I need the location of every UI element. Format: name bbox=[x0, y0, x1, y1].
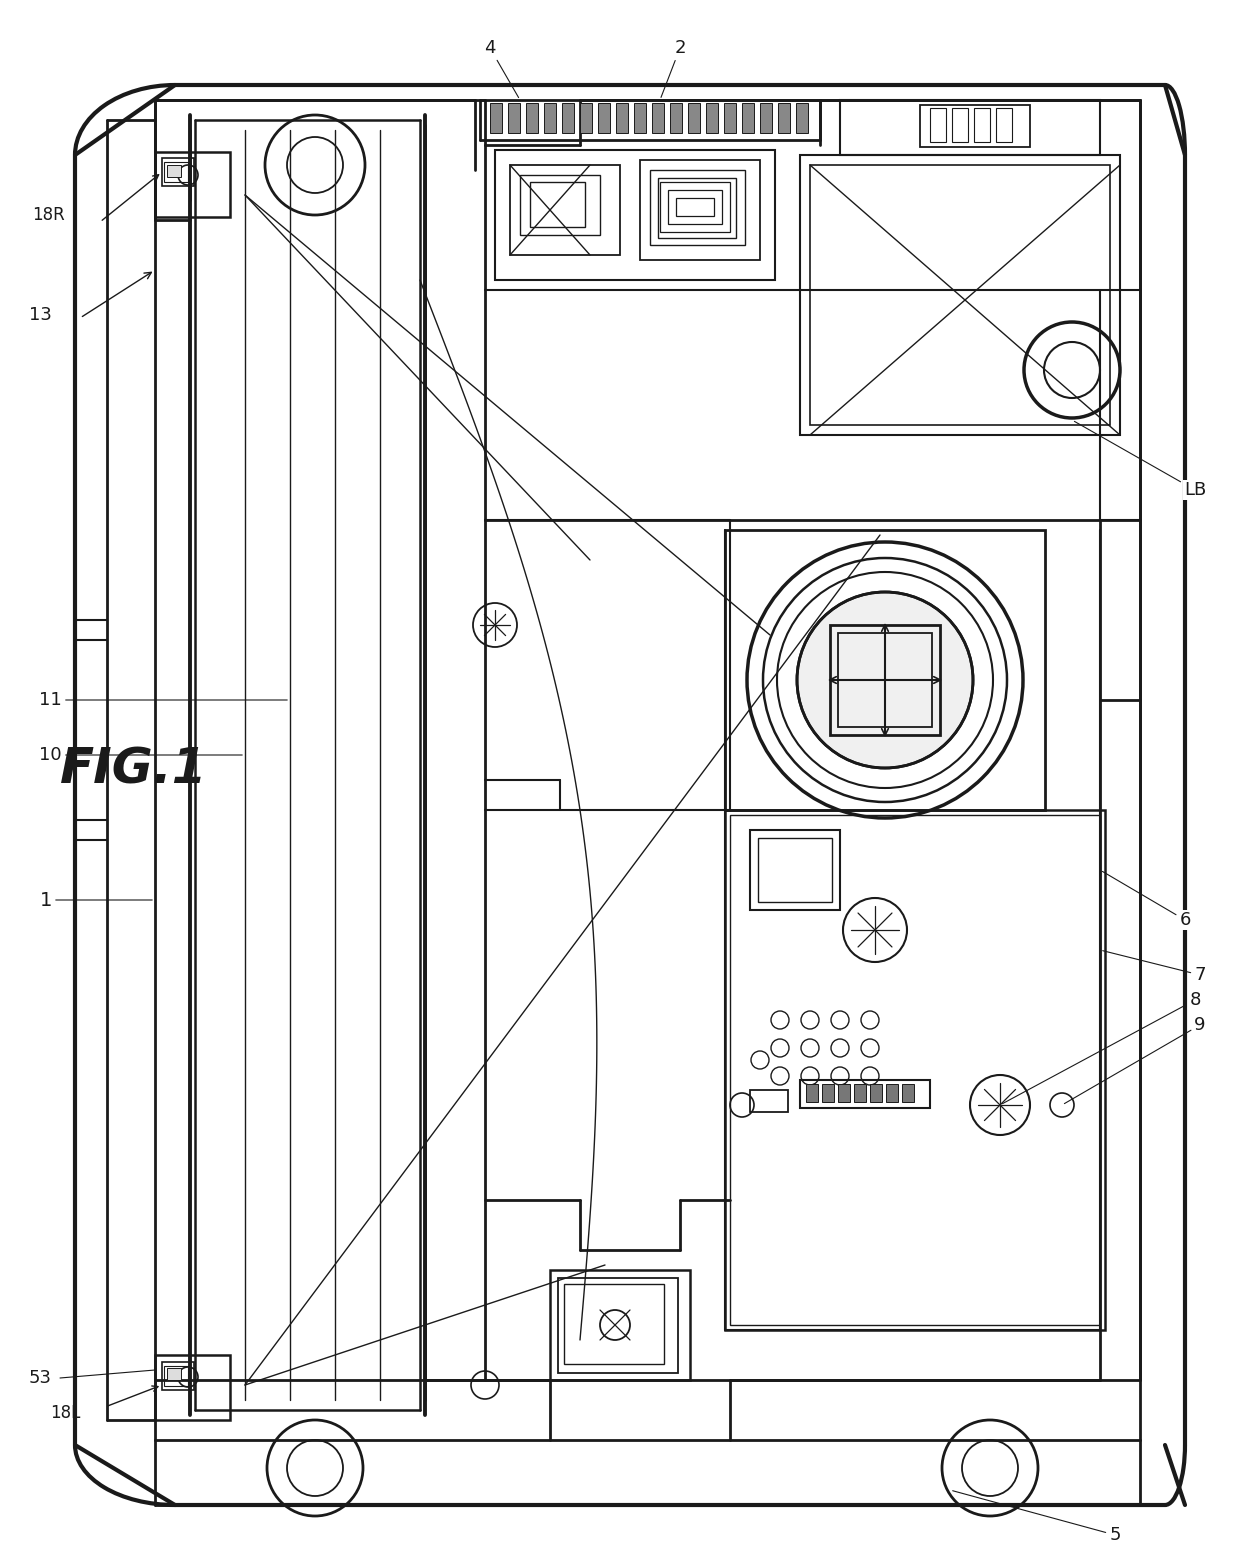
Bar bbox=[742, 103, 754, 133]
Bar bbox=[930, 108, 946, 142]
Text: 4: 4 bbox=[485, 39, 518, 97]
Bar bbox=[640, 159, 760, 259]
Bar bbox=[725, 811, 1105, 1329]
Bar bbox=[810, 166, 1110, 425]
Bar bbox=[750, 829, 839, 911]
Bar bbox=[526, 103, 538, 133]
Bar bbox=[800, 155, 1120, 434]
Bar bbox=[688, 103, 701, 133]
Bar bbox=[676, 198, 714, 216]
Bar bbox=[952, 108, 968, 142]
Bar bbox=[155, 1354, 229, 1420]
Bar bbox=[800, 1079, 930, 1107]
Bar bbox=[598, 103, 610, 133]
Bar bbox=[558, 1278, 678, 1373]
Bar bbox=[973, 108, 990, 142]
Bar bbox=[730, 815, 1100, 1325]
Bar bbox=[854, 1084, 866, 1103]
Text: 11: 11 bbox=[40, 690, 288, 709]
Bar bbox=[706, 103, 718, 133]
Bar bbox=[155, 152, 229, 217]
Bar bbox=[529, 183, 585, 226]
Text: 2: 2 bbox=[661, 39, 686, 97]
Bar bbox=[822, 1084, 835, 1103]
Bar bbox=[564, 1284, 663, 1364]
Text: 53: 53 bbox=[29, 1368, 52, 1387]
Bar bbox=[167, 1368, 181, 1379]
Text: 8: 8 bbox=[1002, 990, 1200, 1104]
Bar bbox=[616, 103, 627, 133]
Bar bbox=[838, 633, 932, 726]
Bar bbox=[490, 103, 502, 133]
Text: 5: 5 bbox=[952, 1490, 1121, 1543]
Bar bbox=[806, 1084, 818, 1103]
Bar bbox=[162, 158, 193, 186]
Bar bbox=[838, 1084, 849, 1103]
Bar bbox=[670, 103, 682, 133]
Bar bbox=[520, 175, 600, 234]
Bar bbox=[870, 1084, 882, 1103]
Bar bbox=[650, 170, 745, 245]
Text: 6: 6 bbox=[1102, 872, 1190, 929]
Bar bbox=[162, 1362, 193, 1390]
Bar bbox=[510, 166, 620, 255]
Bar bbox=[551, 1270, 689, 1379]
Bar bbox=[668, 191, 722, 223]
Bar bbox=[652, 103, 663, 133]
Text: 10: 10 bbox=[40, 747, 242, 764]
Text: 9: 9 bbox=[1064, 1015, 1205, 1104]
Bar bbox=[164, 162, 188, 183]
Text: 1: 1 bbox=[40, 890, 153, 909]
Bar bbox=[508, 103, 520, 133]
Bar bbox=[725, 530, 1045, 811]
Text: 18L: 18L bbox=[50, 1404, 81, 1421]
Text: 18R: 18R bbox=[32, 206, 64, 223]
Bar bbox=[901, 1084, 914, 1103]
Bar bbox=[660, 183, 730, 233]
Bar bbox=[796, 103, 808, 133]
Bar bbox=[634, 103, 646, 133]
Bar bbox=[580, 103, 591, 133]
Text: 13: 13 bbox=[29, 306, 52, 323]
Bar bbox=[777, 103, 790, 133]
Bar bbox=[724, 103, 737, 133]
Bar bbox=[887, 1084, 898, 1103]
Bar bbox=[920, 105, 1030, 147]
Bar bbox=[839, 100, 1100, 155]
Bar bbox=[544, 103, 556, 133]
Bar bbox=[658, 178, 737, 237]
Bar bbox=[758, 837, 832, 901]
Bar bbox=[760, 103, 773, 133]
Text: 7: 7 bbox=[1102, 951, 1205, 984]
Text: FIG.1: FIG.1 bbox=[60, 747, 207, 793]
Bar bbox=[562, 103, 574, 133]
Bar bbox=[164, 1367, 188, 1385]
Bar bbox=[830, 625, 940, 736]
Bar bbox=[495, 150, 775, 280]
Bar bbox=[996, 108, 1012, 142]
Bar bbox=[167, 166, 181, 177]
Text: LB: LB bbox=[1074, 422, 1207, 498]
Bar bbox=[750, 1090, 787, 1112]
Circle shape bbox=[797, 592, 973, 769]
